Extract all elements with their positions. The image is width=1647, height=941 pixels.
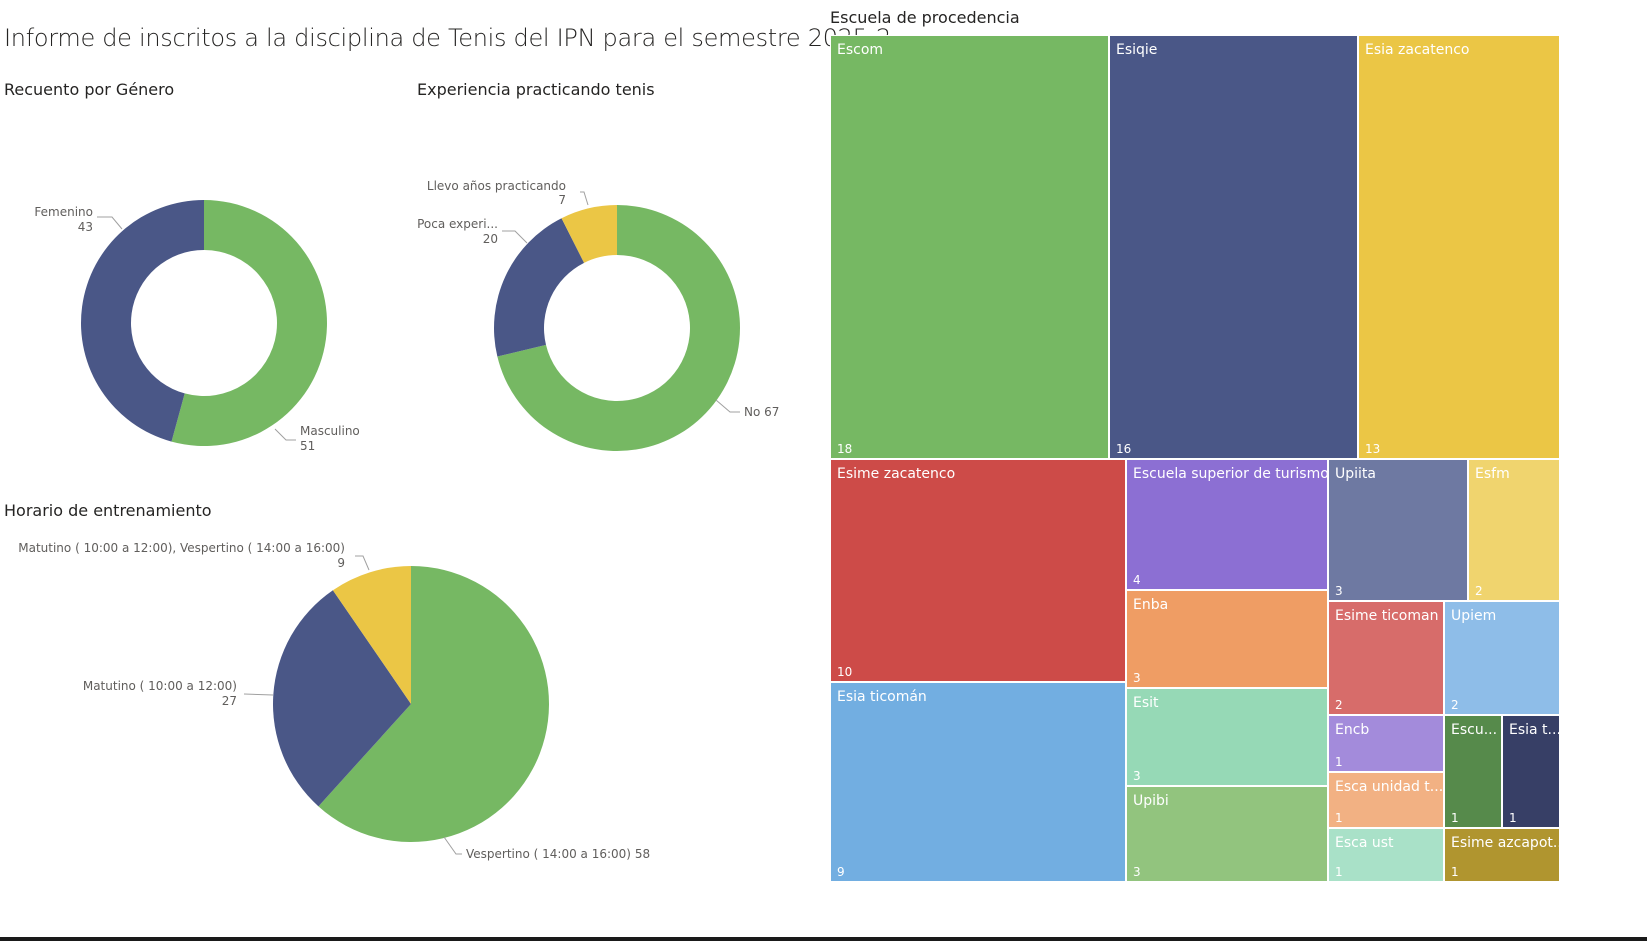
genero-value-masculino: 51 bbox=[300, 439, 315, 453]
report-title: Informe de inscritos a la disciplina de … bbox=[4, 24, 891, 52]
genero-label-femenino: Femenino bbox=[34, 205, 93, 219]
treemap-label-esfm: Esfm bbox=[1475, 466, 1510, 482]
treemap-cell-esca-unidad-t[interactable]: Esca unidad t... 1 bbox=[1328, 772, 1444, 828]
treemap-cell-enba[interactable]: Enba 3 bbox=[1126, 590, 1328, 688]
treemap-value-upiem: 2 bbox=[1451, 698, 1459, 712]
horario-leader-line bbox=[443, 836, 462, 855]
experiencia-value-llevo-anos-practicando: 7 bbox=[558, 193, 566, 207]
treemap-value-encb: 1 bbox=[1335, 755, 1343, 769]
treemap-value-upibi: 3 bbox=[1133, 865, 1141, 879]
treemap-cell-esfm[interactable]: Esfm 2 bbox=[1468, 459, 1560, 601]
treemap-value-esfm: 2 bbox=[1475, 584, 1483, 598]
treemap-label-upibi: Upibi bbox=[1133, 793, 1169, 809]
experiencia-donut-chart[interactable]: No 67 Poca experi...20 Llevo años practica… bbox=[410, 110, 810, 480]
horario-leader-line bbox=[355, 555, 370, 571]
experiencia-slice-no[interactable] bbox=[497, 205, 740, 451]
treemap-value-esiqie: 16 bbox=[1116, 442, 1132, 456]
treemap-cell-esiqie[interactable]: Esiqie 16 bbox=[1109, 35, 1358, 459]
treemap-value-esia-ticoman: 9 bbox=[837, 865, 845, 879]
treemap-label-escu: Escu... bbox=[1451, 722, 1498, 738]
treemap-value-esca-ust: 1 bbox=[1335, 865, 1343, 879]
experiencia-leader-line bbox=[580, 191, 589, 206]
treemap-label-escuela-superior-de-turismo: Escuela superior de turismo bbox=[1133, 466, 1328, 482]
experiencia-leader-line bbox=[502, 230, 528, 244]
horario-leader-line bbox=[243, 693, 274, 696]
genero-value-femenino: 43 bbox=[78, 220, 93, 234]
genero-chart-title: Recuento por Género bbox=[4, 80, 175, 99]
treemap-label-esiqie: Esiqie bbox=[1116, 42, 1158, 58]
experiencia-chart-title: Experiencia practicando tenis bbox=[417, 80, 655, 99]
treemap-value-esit: 3 bbox=[1133, 769, 1141, 783]
escuela-chart-title: Escuela de procedencia bbox=[830, 8, 1020, 27]
treemap-cell-esia-zacatenco[interactable]: Esia zacatenco 13 bbox=[1358, 35, 1560, 459]
treemap-label-esit: Esit bbox=[1133, 695, 1159, 711]
treemap-label-esca-ust: Esca ust bbox=[1335, 835, 1394, 851]
treemap-label-esime-zacatenco: Esime zacatenco bbox=[837, 466, 956, 482]
genero-label-masculino: Masculino bbox=[300, 424, 360, 438]
experiencia-label-no: No 67 bbox=[744, 405, 779, 419]
treemap-value-enba: 3 bbox=[1133, 671, 1141, 685]
treemap-label-upiem: Upiem bbox=[1451, 608, 1497, 624]
horario-chart-title: Horario de entrenamiento bbox=[4, 501, 212, 520]
genero-leader-line bbox=[274, 428, 296, 441]
treemap-label-esca-unidad-t: Esca unidad t... bbox=[1335, 779, 1444, 795]
treemap-value-esia-t: 1 bbox=[1509, 811, 1517, 825]
treemap-cell-esia-t[interactable]: Esia t... 1 bbox=[1502, 715, 1560, 828]
treemap-cell-esca-ust[interactable]: Esca ust 1 bbox=[1328, 828, 1444, 882]
treemap-value-escuela-superior-de-turismo: 4 bbox=[1133, 573, 1141, 587]
experiencia-slice-llevo-anos-practicando[interactable] bbox=[561, 205, 617, 263]
treemap-cell-esit[interactable]: Esit 3 bbox=[1126, 688, 1328, 786]
experiencia-label-llevo-anos-practicando: Llevo años practicando bbox=[427, 179, 566, 193]
treemap-cell-upibi[interactable]: Upibi 3 bbox=[1126, 786, 1328, 882]
treemap-label-encb: Encb bbox=[1335, 722, 1370, 738]
genero-slice-masculino[interactable] bbox=[171, 200, 328, 446]
experiencia-value-poca-experi: 20 bbox=[483, 232, 498, 246]
treemap-cell-escom[interactable]: Escom 18 bbox=[830, 35, 1109, 459]
treemap-value-esime-ticoman: 2 bbox=[1335, 698, 1343, 712]
treemap-cell-escu[interactable]: Escu... 1 bbox=[1444, 715, 1502, 828]
treemap-cell-esime-zacatenco[interactable]: Esime zacatenco 10 bbox=[830, 459, 1126, 682]
treemap-label-upiita: Upiita bbox=[1335, 466, 1376, 482]
treemap-cell-esia-ticoman[interactable]: Esia ticomán 9 bbox=[830, 682, 1126, 882]
experiencia-label-poca-experi: Poca experi... bbox=[417, 217, 498, 231]
escuela-treemap[interactable]: Escom 18 Esiqie 16 Esia zacatenco 13 Esime zac… bbox=[830, 35, 1637, 927]
treemap-label-esime-ticoman: Esime ticoman bbox=[1335, 608, 1439, 624]
treemap-cell-upiem[interactable]: Upiem 2 bbox=[1444, 601, 1560, 715]
genero-leader-line bbox=[97, 216, 123, 230]
treemap-label-esime-azcapot: Esime azcapot... bbox=[1451, 835, 1560, 851]
bottom-border bbox=[0, 937, 1647, 941]
treemap-label-enba: Enba bbox=[1133, 597, 1169, 613]
experiencia-slice-poca-experi[interactable] bbox=[494, 218, 585, 357]
horario-slice-vespertino-14-00-a-16-00[interactable] bbox=[318, 566, 549, 842]
treemap-value-esime-zacatenco: 10 bbox=[837, 665, 853, 679]
horario-value-matutino-10-00-a-12-00: 27 bbox=[222, 694, 237, 708]
horario-pie-chart[interactable]: Vespertino ( 14:00 a 16:00) 58 Matutino (… bbox=[0, 530, 810, 910]
treemap-cell-upiita[interactable]: Upiita 3 bbox=[1328, 459, 1468, 601]
treemap-value-esime-azcapot: 1 bbox=[1451, 865, 1459, 879]
genero-slice-femenino[interactable] bbox=[81, 200, 204, 442]
treemap-cell-esime-azcapot[interactable]: Esime azcapot... 1 bbox=[1444, 828, 1560, 882]
treemap-value-escu: 1 bbox=[1451, 811, 1459, 825]
horario-slice-matutino-10-00-a-12-00-vespertino-14-00-a-16-00[interactable] bbox=[332, 566, 411, 704]
treemap-label-esia-t: Esia t... bbox=[1509, 722, 1560, 738]
treemap-label-esia-zacatenco: Esia zacatenco bbox=[1365, 42, 1470, 58]
experiencia-leader-line bbox=[715, 399, 740, 413]
treemap-value-esia-zacatenco: 13 bbox=[1365, 442, 1381, 456]
horario-value-matutino-10-00-a-12-00-vespertino-14-00-a-16-00: 9 bbox=[337, 556, 345, 570]
treemap-cell-escuela-superior-de-turismo[interactable]: Escuela superior de turismo 4 bbox=[1126, 459, 1328, 590]
treemap-value-upiita: 3 bbox=[1335, 584, 1343, 598]
treemap-value-escom: 18 bbox=[837, 442, 853, 456]
treemap-value-esca-unidad-t: 1 bbox=[1335, 811, 1343, 825]
horario-label-vespertino-14-00-a-16-00: Vespertino ( 14:00 a 16:00) 58 bbox=[466, 847, 650, 861]
treemap-cell-esime-ticoman[interactable]: Esime ticoman 2 bbox=[1328, 601, 1444, 715]
treemap-label-escom: Escom bbox=[837, 42, 884, 58]
horario-label-matutino-10-00-a-12-00-vespertino-14-00-a-16-00: Matutino ( 10:00 a 12:00), Vespertino ( … bbox=[18, 541, 345, 555]
horario-slice-matutino-10-00-a-12-00[interactable] bbox=[272, 590, 411, 807]
treemap-label-esia-ticoman: Esia ticomán bbox=[837, 689, 927, 705]
horario-label-matutino-10-00-a-12-00: Matutino ( 10:00 a 12:00) bbox=[83, 679, 237, 693]
treemap-cell-encb[interactable]: Encb 1 bbox=[1328, 715, 1444, 772]
